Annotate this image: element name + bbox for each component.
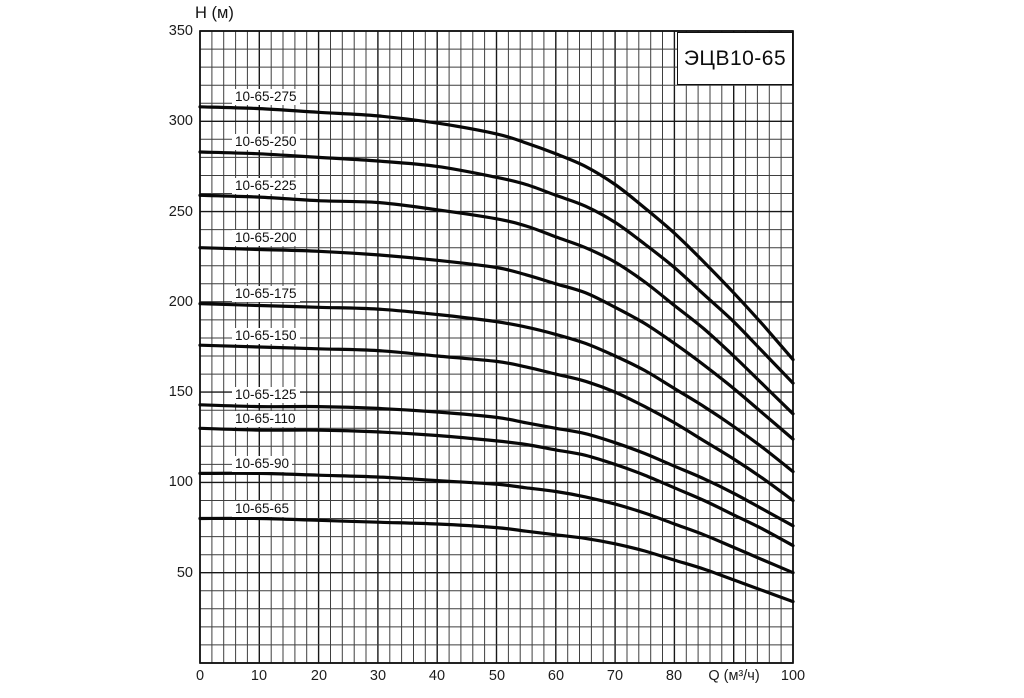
curve-10-65-250 <box>198 150 795 385</box>
curve-10-65-65 <box>198 516 795 604</box>
curve-10-65-150 <box>198 343 795 503</box>
pump-curves <box>198 105 795 604</box>
curve-10-65-225 <box>198 193 795 416</box>
chart-title: ЭЦВ10-65 <box>683 46 787 70</box>
curve-10-65-125 <box>198 403 795 528</box>
curve-10-65-110 <box>198 426 795 548</box>
chart-title-box: ЭЦВ10-65 <box>677 32 793 85</box>
curve-10-65-90 <box>198 471 795 575</box>
curve-10-65-200 <box>198 246 795 441</box>
curve-10-65-175 <box>198 302 795 474</box>
y-axis-title: H (м) <box>195 4 234 22</box>
curve-10-65-275 <box>198 105 795 362</box>
plot-frame <box>199 30 794 664</box>
